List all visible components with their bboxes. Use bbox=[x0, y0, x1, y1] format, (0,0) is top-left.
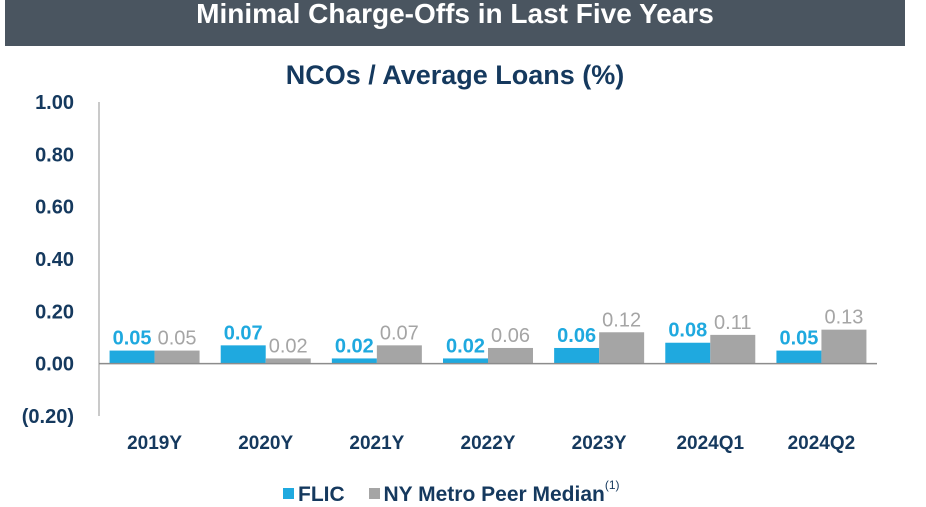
bar-flic bbox=[443, 358, 488, 364]
legend-label-flic: FLIC bbox=[298, 483, 345, 506]
x-tick-label: 2023Y bbox=[572, 433, 627, 454]
y-tick-label: 0.20 bbox=[35, 301, 74, 323]
legend-item-peer: NY Metro Peer Median(1) bbox=[368, 478, 620, 507]
data-label-peer: 0.05 bbox=[158, 328, 197, 350]
y-tick-label: 0.40 bbox=[35, 249, 74, 271]
data-label-flic: 0.02 bbox=[446, 335, 485, 357]
data-label-peer: 0.07 bbox=[380, 322, 419, 344]
bar-flic bbox=[554, 347, 600, 364]
legend-footnote: (1) bbox=[604, 478, 620, 492]
data-label-flic: 0.05 bbox=[779, 328, 818, 350]
bar-flic bbox=[776, 350, 822, 364]
bar-peer bbox=[154, 350, 200, 364]
legend-label-peer: NY Metro Peer Median bbox=[383, 483, 605, 506]
data-label-peer: 0.12 bbox=[602, 309, 641, 331]
data-label-flic: 0.02 bbox=[335, 335, 374, 357]
legend-item-flic: FLIC bbox=[283, 483, 345, 507]
data-label-peer: 0.11 bbox=[714, 312, 751, 334]
data-label-peer: 0.02 bbox=[269, 335, 308, 357]
bar-peer bbox=[821, 329, 867, 364]
bar-flic bbox=[665, 342, 711, 364]
bar-peer bbox=[488, 347, 533, 364]
x-tick-label: 2021Y bbox=[349, 433, 404, 454]
y-tick-label: (0.20) bbox=[22, 406, 74, 428]
bar-peer bbox=[376, 345, 422, 364]
x-tick-label: 2020Y bbox=[238, 433, 293, 454]
x-tick-label: 2024Q2 bbox=[788, 433, 856, 454]
chart-legend: FLIC NY Metro Peer Median(1) bbox=[283, 478, 638, 507]
x-tick-label: 2024Q1 bbox=[676, 433, 744, 454]
y-tick-label: 1.00 bbox=[35, 92, 74, 114]
chart-title: NCOs / Average Loans (%) bbox=[285, 60, 625, 90]
x-tick-label: 2022Y bbox=[461, 433, 516, 454]
bar-flic bbox=[109, 350, 155, 364]
legend-swatch-flic bbox=[283, 488, 294, 499]
banner-title: Minimal Charge-Offs in Last Five Years bbox=[196, 0, 714, 29]
data-label-flic: 0.05 bbox=[113, 328, 152, 350]
data-label-flic: 0.08 bbox=[668, 320, 707, 342]
bar-flic bbox=[331, 358, 377, 364]
data-label-flic: 0.07 bbox=[224, 322, 263, 344]
bar-flic bbox=[220, 345, 266, 364]
bar-peer bbox=[599, 332, 645, 364]
legend-swatch-peer bbox=[368, 488, 380, 499]
y-tick-label: 0.60 bbox=[35, 197, 74, 219]
bar-peer bbox=[710, 334, 756, 364]
data-label-flic: 0.06 bbox=[557, 325, 596, 347]
banner: Minimal Charge-Offs in Last Five Years bbox=[5, 0, 905, 46]
x-tick-label: 2019Y bbox=[127, 433, 182, 454]
data-label-peer: 0.13 bbox=[824, 307, 863, 329]
y-tick-label: 0.80 bbox=[35, 144, 74, 166]
y-tick-label: 0.00 bbox=[35, 354, 74, 376]
bar-peer bbox=[265, 358, 311, 364]
data-label-peer: 0.06 bbox=[491, 325, 530, 347]
